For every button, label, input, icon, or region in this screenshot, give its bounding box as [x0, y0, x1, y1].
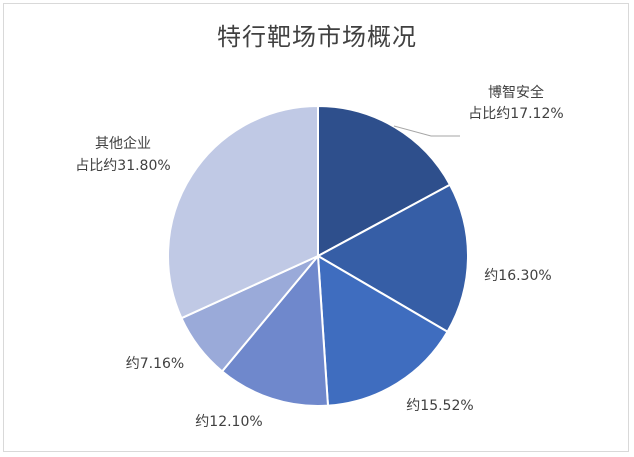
pie-slice-1 [317, 104, 452, 258]
data-label-4: 约12.10% [195, 414, 262, 430]
data-label-1: 博智安全占比约17.12% [468, 84, 563, 122]
data-label-5: 约7.16% [126, 356, 184, 372]
data-label-3: 约15.52% [406, 398, 473, 414]
data-label-2: 约16.30% [484, 268, 551, 284]
data-label-6: 其他企业占比约31.80% [75, 135, 170, 174]
pie-slice-3 [316, 254, 449, 407]
chart-title: 特行靶场市场概况 [217, 23, 417, 51]
pie-slice-6 [167, 104, 319, 320]
leader-line [393, 125, 460, 137]
pie-slice-4 [220, 253, 330, 408]
pie-slice-2 [315, 183, 469, 334]
